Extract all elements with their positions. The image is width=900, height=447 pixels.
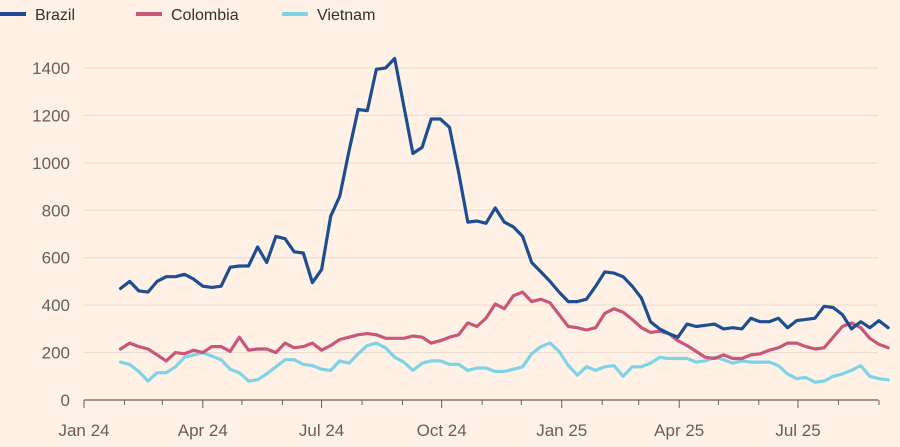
legend-label-vietnam: Vietnam	[317, 7, 375, 24]
x-tick-label-jul-25: Jul 25	[775, 421, 820, 440]
y-tick-label-1200: 1200	[32, 106, 70, 125]
y-axis-tick-labels: 0 200 400 600 800 1000 1200 1400	[32, 59, 70, 410]
y-tick-label-1000: 1000	[32, 154, 70, 173]
y-gridlines	[84, 67, 878, 401]
chart-legend: Brazil Colombia Vietnam	[0, 7, 375, 24]
y-tick-label-600: 600	[42, 249, 70, 268]
y-tick-label-1400: 1400	[32, 59, 70, 78]
x-tick-label-apr-25: Apr 25	[654, 421, 704, 440]
y-tick-label-800: 800	[42, 201, 70, 220]
series-line-colombia	[118, 290, 890, 363]
y-tick-label-200: 200	[42, 344, 70, 363]
x-axis: Jan 24 Apr 24 Jul 24 Oct 24 Jan 25 Apr 25 Jul …	[58, 400, 880, 440]
series-lines	[118, 56, 890, 384]
series-line-brazil	[118, 56, 890, 339]
series-line-vietnam	[118, 341, 890, 384]
x-tick-label-jan-25: Jan 25	[536, 421, 587, 440]
y-tick-label-400: 400	[42, 296, 70, 315]
x-tick-label-jan-24: Jan 24	[58, 421, 109, 440]
y-tick-label-0: 0	[61, 391, 70, 410]
legend-label-brazil: Brazil	[35, 7, 75, 24]
x-tick-label-apr-24: Apr 24	[178, 421, 228, 440]
x-tick-label-jul-24: Jul 24	[299, 421, 344, 440]
x-tick-label-oct-24: Oct 24	[417, 421, 467, 440]
legend-label-colombia: Colombia	[171, 7, 239, 24]
